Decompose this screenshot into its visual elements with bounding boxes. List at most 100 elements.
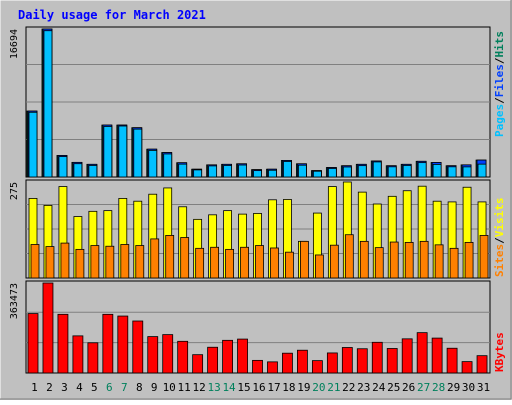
bar-pages-day-7 <box>118 125 128 178</box>
bar-pages-day-22 <box>342 166 352 178</box>
bar-pages-day-4 <box>73 163 83 178</box>
x-label-day-23: 23 <box>357 381 370 394</box>
bar-kbytes-day-17 <box>267 361 278 374</box>
bar-sites-day-17 <box>270 247 279 279</box>
x-label-day-12: 12 <box>193 381 206 394</box>
x-label-day-3: 3 <box>61 381 68 394</box>
bar-kbytes-day-23 <box>356 348 368 374</box>
panel-3: 363473 <box>9 280 491 374</box>
x-label-day-14: 14 <box>222 381 236 394</box>
bar-sites-day-14 <box>225 248 234 279</box>
x-label-day-19: 19 <box>297 381 310 394</box>
legend-item-sites: Sites <box>493 244 506 277</box>
bar-pages-day-20 <box>312 170 322 178</box>
x-label-day-28: 28 <box>432 381 445 394</box>
bar-pages-day-17 <box>268 169 277 178</box>
bar-kbytes-day-3 <box>57 313 69 374</box>
bar-kbytes-day-7 <box>117 315 129 374</box>
bar-pages-day-13 <box>208 165 218 178</box>
bar-kbytes-day-8 <box>132 320 144 374</box>
bar-sites-day-18 <box>285 251 294 279</box>
bar-kbytes-day-16 <box>252 359 263 374</box>
bar-kbytes-day-24 <box>371 341 383 374</box>
ymax-label-1: 16694 <box>9 29 20 59</box>
bar-sites-day-2 <box>45 246 55 279</box>
bar-sites-day-7 <box>120 244 130 279</box>
chart-title: Daily usage for March 2021 <box>18 8 206 22</box>
bar-kbytes-day-20 <box>311 360 323 374</box>
bar-kbytes-day-13 <box>207 346 219 374</box>
ymax-label-2: 275 <box>9 182 20 200</box>
bar-kbytes-day-30 <box>461 361 473 374</box>
bar-pages-day-29 <box>447 166 457 178</box>
bar-kbytes-day-22 <box>341 347 353 374</box>
bar-sites-day-9 <box>150 238 160 279</box>
bar-sites-day-20 <box>314 254 324 279</box>
bar-sites-day-31 <box>479 235 489 279</box>
legend-item-files: Files <box>493 64 506 97</box>
bar-kbytes-day-29 <box>446 347 458 374</box>
bar-kbytes-day-28 <box>431 337 443 374</box>
bar-kbytes-day-31 <box>476 355 488 374</box>
bar-sites-day-29 <box>449 247 459 279</box>
x-label-day-7: 7 <box>121 381 128 394</box>
bar-sites-day-15 <box>240 246 249 279</box>
bar-pages-day-9 <box>148 150 158 178</box>
bars-2 <box>28 181 489 279</box>
bar-pages-day-23 <box>357 165 367 178</box>
bar-sites-day-5 <box>90 245 100 279</box>
bar-kbytes-day-21 <box>326 352 338 374</box>
x-label-day-1: 1 <box>31 381 38 394</box>
bar-sites-day-22 <box>344 234 354 279</box>
bars-3 <box>27 282 488 374</box>
x-label-day-26: 26 <box>402 381 415 394</box>
bar-pages-day-14 <box>223 165 232 178</box>
bar-kbytes-day-18 <box>282 352 293 374</box>
bar-sites-day-19 <box>300 240 309 279</box>
bar-kbytes-day-12 <box>192 354 204 374</box>
bar-sites-day-8 <box>135 245 145 279</box>
legend-item-visits: Visits <box>493 198 506 238</box>
bar-pages-day-25 <box>387 166 397 178</box>
bar-sites-day-30 <box>464 241 474 279</box>
x-label-day-8: 8 <box>136 381 143 394</box>
bar-kbytes-day-5 <box>87 342 99 374</box>
bar-pages-day-26 <box>402 165 412 178</box>
bar-kbytes-day-19 <box>297 349 308 374</box>
bar-kbytes-day-14 <box>222 339 233 374</box>
x-label-day-25: 25 <box>387 381 400 394</box>
bar-pages-day-6 <box>103 126 113 178</box>
x-label-day-4: 4 <box>76 381 83 394</box>
bar-pages-day-28 <box>432 164 442 178</box>
legend-top: Pages/Files/Hits <box>493 31 506 137</box>
bar-kbytes-day-27 <box>416 332 428 374</box>
legend-middle: Sites/Visits <box>493 198 506 278</box>
legend-item-pages: Pages <box>493 104 506 137</box>
x-label-day-15: 15 <box>237 381 250 394</box>
bar-sites-day-25 <box>389 241 399 279</box>
x-label-day-31: 31 <box>477 381 490 394</box>
bar-sites-day-4 <box>75 248 85 279</box>
x-label-day-13: 13 <box>207 381 220 394</box>
x-label-day-11: 11 <box>178 381 191 394</box>
x-label-day-30: 30 <box>462 381 475 394</box>
bar-sites-day-23 <box>359 240 369 279</box>
bar-sites-day-11 <box>180 237 190 279</box>
bar-pages-day-31 <box>477 163 487 178</box>
legend-separator: / <box>493 57 506 64</box>
bar-sites-day-1 <box>30 244 40 279</box>
bar-pages-day-12 <box>193 169 203 178</box>
panels-group: 16694 275 363473 <box>9 26 491 374</box>
x-label-day-5: 5 <box>91 381 98 394</box>
bar-pages-day-15 <box>238 164 247 178</box>
bar-kbytes-day-15 <box>237 338 248 374</box>
bar-kbytes-day-2 <box>42 282 54 374</box>
bar-kbytes-day-1 <box>27 313 39 374</box>
bar-sites-day-6 <box>105 245 115 279</box>
x-label-day-6: 6 <box>106 381 113 394</box>
bar-sites-day-3 <box>60 242 70 279</box>
bar-sites-day-26 <box>404 241 414 279</box>
bar-pages-day-21 <box>327 168 337 178</box>
